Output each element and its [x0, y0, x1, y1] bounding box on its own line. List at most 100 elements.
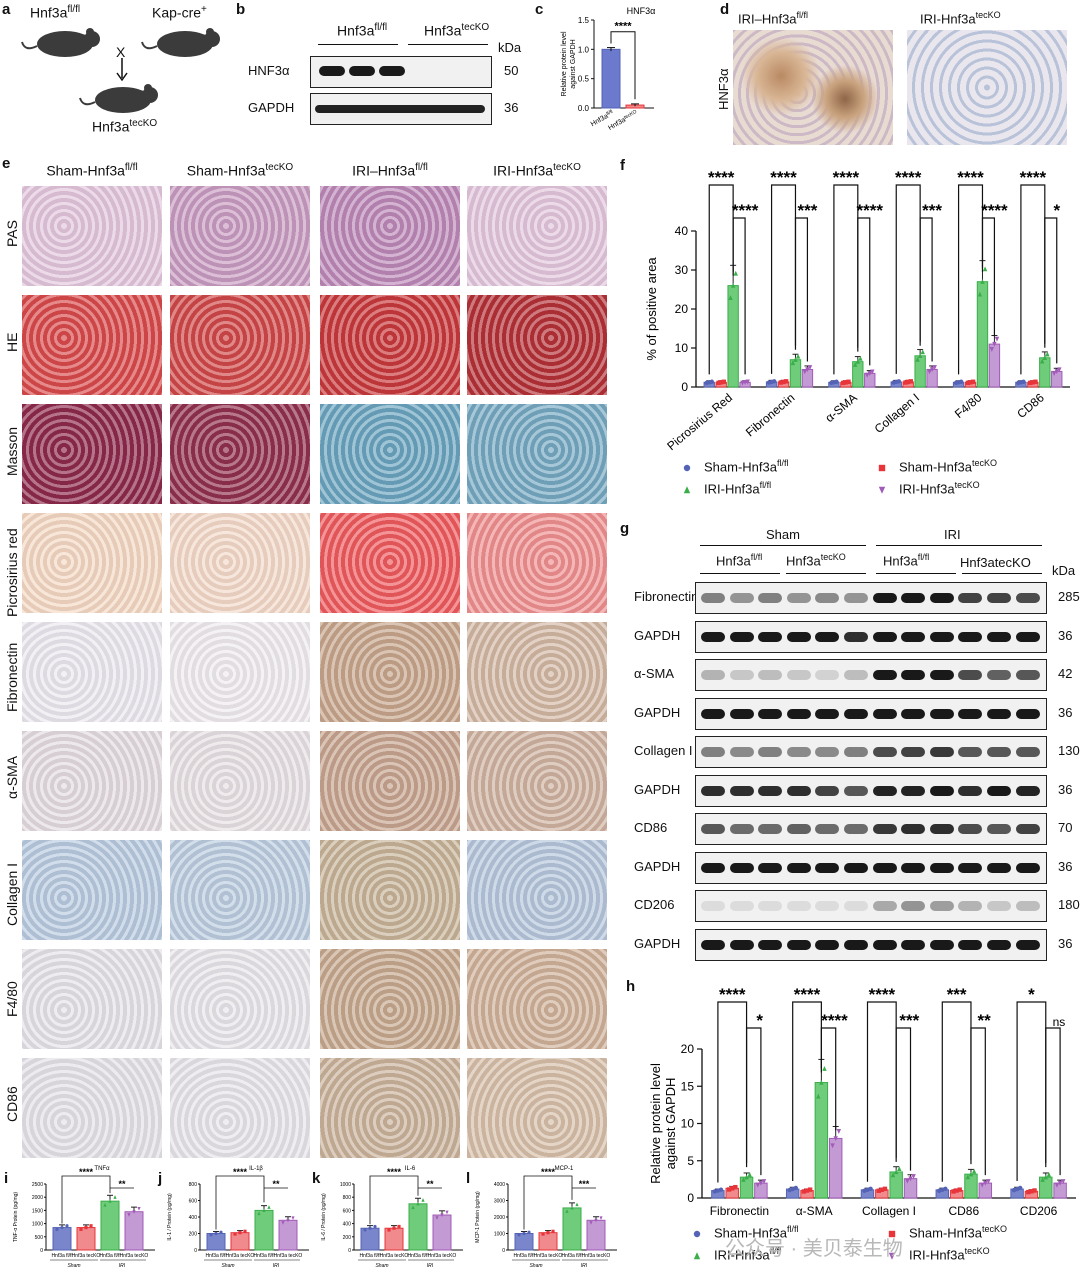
histology-image — [22, 295, 162, 395]
blot-band — [929, 593, 954, 603]
blot-band — [872, 939, 897, 950]
legend-marker — [683, 486, 691, 494]
data-point — [771, 379, 777, 384]
mouse1-title: Hnf3afl/fl — [30, 4, 81, 21]
histology-image — [22, 949, 162, 1049]
x-tick-label: Fibronectin — [710, 1204, 769, 1218]
y-tick-label: 1000 — [340, 1182, 351, 1188]
histology-image — [170, 513, 310, 613]
histology-row-label: Collagen I — [4, 862, 20, 926]
blot-band — [786, 670, 811, 680]
blot-band — [872, 708, 897, 719]
y-tick-label: 200 — [189, 1232, 198, 1238]
blot-band — [987, 785, 1011, 796]
histology-image — [467, 1058, 607, 1158]
significance-label: **** — [541, 1167, 556, 1177]
legend-item: IRI-Hnf3atecKO — [875, 480, 980, 496]
blot-band — [958, 747, 983, 757]
histology-row-label: Fibronectin — [4, 642, 20, 712]
panel-label-l: l — [466, 1170, 471, 1187]
x-tick-label: Hnf3a fl/fl — [51, 1253, 72, 1259]
significance-label: **** — [387, 1167, 402, 1177]
data-point — [132, 1210, 136, 1214]
blot-band — [958, 862, 983, 873]
ihc-d-col1: IRI–Hnf3afl/fl — [738, 10, 809, 27]
x-tick-label: α-SMA — [796, 1204, 833, 1218]
arrow-down-icon — [116, 58, 128, 82]
significance-label: **** — [732, 201, 759, 220]
histology-image — [467, 404, 607, 504]
data-point — [802, 369, 808, 375]
blot-band — [1015, 593, 1040, 603]
y-axis-label: MCP-1 Protein (pg/mg) — [475, 1191, 481, 1243]
blot-band — [901, 901, 926, 911]
blot-g-sham: Sham — [766, 527, 800, 542]
data-point — [1061, 1179, 1066, 1185]
legend-item: Sham-Hnf3afl/fl — [680, 458, 789, 474]
blot-band — [815, 901, 840, 911]
legend-label: Sham-Hnf3a — [899, 459, 972, 475]
blot-strip — [310, 56, 492, 88]
blot-kda: 36 — [504, 100, 519, 115]
blot-kda: 130 — [1058, 743, 1080, 758]
legend-marker-shape — [878, 464, 886, 472]
blot-band — [701, 862, 725, 873]
histology-row-label: α-SMA — [4, 755, 20, 799]
blot-g-iri: IRI — [944, 527, 961, 542]
data-point — [858, 355, 863, 361]
histology-row-label: Picrosirius red — [4, 528, 20, 617]
significance-label: **** — [957, 168, 984, 187]
data-point — [867, 371, 872, 377]
panel-label-b: b — [236, 1, 246, 18]
blot-kda: 36 — [1058, 781, 1073, 797]
histology-image — [320, 295, 460, 395]
y-tick-label: 1.5 — [578, 16, 590, 25]
data-point — [1054, 1182, 1060, 1188]
blot-band — [901, 593, 926, 603]
data-point — [830, 1143, 835, 1149]
data-point — [716, 380, 721, 386]
data-point — [546, 1231, 550, 1235]
blot-strip — [695, 736, 1047, 768]
blot-band — [758, 593, 783, 603]
bar — [586, 1219, 606, 1251]
data-point — [445, 1210, 449, 1215]
data-point — [214, 1231, 218, 1236]
ihc-d-image-2 — [907, 30, 1067, 145]
x-tick-label: Hnf3a fl/fl — [561, 1253, 582, 1259]
blot-row-label: Fibronectin — [634, 589, 699, 604]
y-axis-label: IL-6 / Protein (pg/mg) — [321, 1193, 327, 1241]
data-point — [968, 1171, 974, 1177]
data-point — [721, 379, 726, 384]
significance-bracket — [1045, 1027, 1061, 1176]
x-tick-label: Collagen I — [872, 391, 922, 436]
y-tick-label: 1000 — [494, 1232, 505, 1238]
blot-band — [701, 631, 725, 642]
kda-header: kDa — [1052, 563, 1076, 578]
blot-band — [758, 670, 783, 680]
histology-image — [170, 295, 310, 395]
blot-band — [844, 785, 868, 796]
histology-image — [320, 186, 460, 286]
histology-image — [22, 622, 162, 722]
significance-bracket — [794, 217, 809, 362]
chart-title: HNF3α — [627, 6, 656, 16]
data-point — [1040, 358, 1045, 364]
legend-marker-shape — [683, 464, 691, 472]
x-tick-label: Hnf3a tecKO — [428, 1253, 457, 1259]
x-tick-label: F4/80 — [952, 390, 985, 421]
data-point — [908, 379, 913, 384]
data-point — [65, 1224, 69, 1228]
data-point — [943, 1186, 948, 1192]
significance-bracket — [857, 217, 871, 366]
x-tick-label: Picrosirius Red — [664, 391, 735, 454]
data-point — [855, 358, 861, 364]
histology-image — [170, 404, 310, 504]
significance-bracket — [717, 1001, 748, 1183]
data-point — [411, 1205, 415, 1210]
histology-image — [467, 731, 607, 831]
blot-band — [701, 939, 725, 950]
group-label: Sham — [375, 1263, 388, 1269]
significance-bracket — [981, 217, 996, 337]
